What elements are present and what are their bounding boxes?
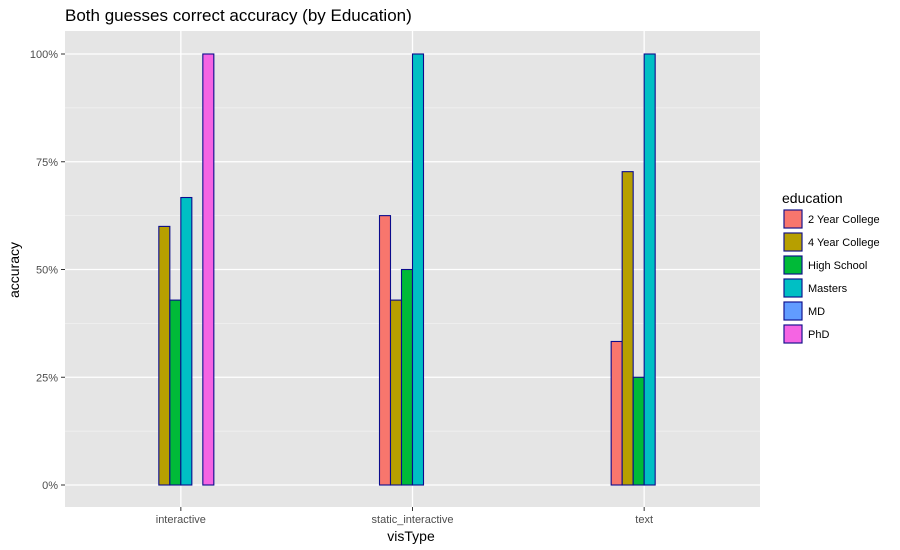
bar: [610, 340, 623, 486]
legend-key: [783, 209, 803, 229]
y-tick-label: 50%: [36, 265, 58, 277]
y-axis-ticks: 0% 25% 50% 75% 100%: [30, 49, 65, 492]
legend-label: Masters: [808, 283, 848, 295]
bar: [180, 196, 193, 486]
legend-label: High School: [808, 260, 867, 272]
y-tick-label: 25%: [36, 372, 58, 384]
bars: [158, 53, 656, 486]
legend: education 2 Year College 4 Year College Hi…: [782, 190, 880, 344]
bar: [621, 171, 634, 486]
bar: [202, 53, 215, 486]
y-tick-label: 75%: [36, 157, 58, 169]
bar: [389, 299, 403, 486]
y-tick-label: 0%: [42, 480, 58, 492]
legend-key: [783, 301, 803, 321]
bar: [643, 53, 656, 486]
bar: [632, 376, 645, 486]
legend-key: [783, 232, 803, 252]
legend-label: MD: [808, 306, 825, 318]
bar: [400, 268, 414, 486]
bar: [158, 225, 171, 486]
legend-key: [783, 278, 803, 298]
x-axis-title: visType: [387, 528, 435, 544]
legend-label: PhD: [808, 329, 829, 341]
bar: [378, 215, 392, 486]
chart-title: Both guesses correct accuracy (by Educat…: [65, 6, 412, 25]
legend-title: education: [782, 190, 843, 206]
legend-label: 4 Year College: [808, 237, 880, 249]
legend-key: [783, 324, 803, 344]
bar: [169, 299, 182, 486]
x-tick-label: text: [635, 514, 653, 526]
x-axis-ticks: interactive static_interactive text: [156, 507, 653, 526]
x-tick-label: interactive: [156, 514, 206, 526]
y-tick-label: 100%: [30, 49, 58, 61]
bar: [411, 53, 425, 486]
legend-label: 2 Year College: [808, 214, 880, 226]
legend-key: [783, 255, 803, 275]
x-tick-label: static_interactive: [372, 514, 454, 526]
y-axis-title: accuracy: [6, 242, 22, 298]
